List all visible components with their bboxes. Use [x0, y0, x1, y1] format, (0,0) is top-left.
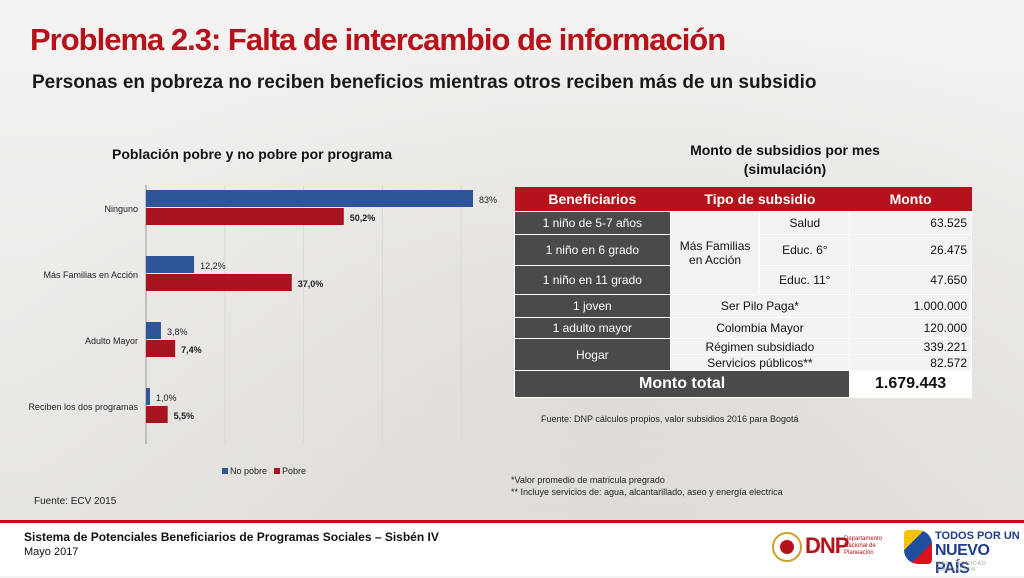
data-label: 12,2%	[200, 261, 226, 271]
cell-beneficiario: 1 niño en 6 grado	[514, 234, 671, 266]
nuevo-pais-logo-line1: TODOS POR UN	[935, 530, 1020, 542]
dnp-logo-subtitle: Departamento Nacional de Planeación	[844, 536, 883, 556]
cell-tipo: Educ. 11°	[759, 265, 851, 295]
bar-pobre	[146, 340, 176, 357]
bar-no-pobre	[146, 256, 195, 273]
cell-monto: 339.221	[849, 338, 972, 355]
bar-pobre	[146, 274, 292, 291]
table-title-line2: (simulación)	[743, 161, 827, 177]
legend-swatch	[222, 468, 228, 474]
subsidy-table: Beneficiarios Tipo de subsidio Monto 1 n…	[513, 187, 972, 398]
legend-entry: No pobre	[230, 466, 267, 476]
nuevo-pais-logo-line3: PAZ · EQUIDAD · EDUCACIÓN	[937, 561, 992, 573]
cell-tipo: Ser Pilo Paga*	[669, 294, 851, 318]
total-label: Monto total	[513, 370, 851, 398]
colombia-seal-icon	[772, 532, 802, 562]
footer-title: Sistema de Potenciales Beneficiarios de …	[24, 530, 439, 544]
category-label: Más Familias en Acción	[43, 270, 138, 280]
chart-source: Fuente: ECV 2015	[34, 496, 117, 507]
cell-beneficiario: Hogar	[514, 338, 671, 371]
header-beneficiarios: Beneficiarios	[514, 187, 671, 212]
cell-monto: 63.525	[849, 211, 972, 235]
data-label: 7,4%	[181, 345, 202, 355]
table-total-row: Monto total 1.679.443	[513, 370, 972, 398]
cell-monto: 47.650	[849, 265, 972, 295]
data-label: 50,2%	[350, 213, 376, 223]
data-label: 37,0%	[298, 279, 324, 289]
table-header-row: Beneficiarios Tipo de subsidio Monto	[514, 187, 972, 212]
note-1: *Valor promedio de matricula pregrado	[511, 475, 665, 485]
bar-no-pobre	[146, 322, 161, 339]
table-row: 1 niño de 5-7 años Más Familias en Acció…	[514, 211, 972, 295]
page-title: Problema 2.3: Falta de intercambio de in…	[30, 22, 726, 57]
cell-tipo: Régimen subsidiado	[669, 338, 851, 355]
legend-entry: Pobre	[282, 466, 306, 476]
note-2: ** Incluye servicios de: agua, alcantari…	[511, 487, 783, 497]
cell-beneficiario: 1 adulto mayor	[514, 317, 671, 339]
table-notes: *Valor promedio de matricula pregrado **…	[511, 474, 783, 498]
bar-pobre	[146, 208, 344, 225]
legend-swatch	[274, 468, 280, 474]
cell-beneficiario: 1 joven	[514, 294, 671, 318]
data-label: 83%	[479, 195, 497, 205]
category-label: Reciben los dos programas	[28, 402, 138, 412]
table-title: Monto de subsidios por mes (simulación)	[640, 141, 930, 179]
cell-beneficiario: 1 niño en 11 grado	[514, 265, 671, 295]
footer-date: Mayo 2017	[24, 546, 79, 558]
table-row: 1 niño en 11 grado Educ. 11° 47.650	[514, 265, 972, 295]
cell-tipo: Salud	[759, 211, 851, 235]
cell-tipo: Colombia Mayor	[669, 317, 851, 339]
table-row: 1 joven Ser Pilo Paga* 1.000.000	[514, 294, 972, 318]
data-label: 1,0%	[156, 393, 177, 403]
table-row: Servicios públicos** 82.572	[515, 354, 972, 371]
header-tipo: Tipo de subsidio	[670, 187, 850, 212]
table-row: 1 niño en 6 grado Educ. 6° 26.475	[514, 234, 972, 266]
table-source: Fuente: DNP cálculos propios, valor subs…	[541, 414, 799, 424]
nuevo-pais-logo-line2: NUEVO PAÍS	[935, 542, 990, 577]
footer-divider	[0, 520, 1024, 523]
chart-title: Población pobre y no pobre por programa	[112, 146, 393, 162]
page-subtitle: Personas en pobreza no reciben beneficio…	[32, 72, 817, 93]
category-label: Adulto Mayor	[85, 336, 138, 346]
cell-tipo: Servicios públicos**	[669, 354, 851, 371]
nuevo-pais-logo-icon	[904, 530, 932, 564]
footer	[0, 520, 1024, 576]
bar-chart: Ninguno 83% 50,2% Más Familias en Acción 12,…	[28, 185, 497, 476]
data-label: 3,8%	[167, 327, 188, 337]
table-title-line1: Monto de subsidios por mes	[690, 142, 880, 158]
data-label: 5,5%	[174, 411, 195, 421]
table-row: Hogar Régimen subsidiado 339.221	[514, 338, 972, 371]
header-monto: Monto	[849, 187, 972, 212]
total-value: 1.679.443	[849, 370, 972, 398]
dnp-logo: DNP	[805, 533, 849, 558]
cell-tipo: Educ. 6°	[759, 234, 851, 266]
cell-monto: 82.572	[849, 354, 972, 371]
table-row: 1 adulto mayor Colombia Mayor 120.000	[514, 317, 972, 339]
bar-pobre	[146, 406, 168, 423]
cell-beneficiario: 1 niño de 5-7 años	[514, 211, 671, 235]
cell-monto: 26.475	[849, 234, 972, 266]
cell-monto: 1.000.000	[849, 294, 972, 318]
category-label: Ninguno	[104, 204, 138, 214]
bar-no-pobre	[146, 388, 150, 405]
cell-monto: 120.000	[849, 317, 972, 339]
cell-programa: Más Familias en Acción	[669, 211, 761, 295]
bar-no-pobre	[146, 190, 474, 207]
